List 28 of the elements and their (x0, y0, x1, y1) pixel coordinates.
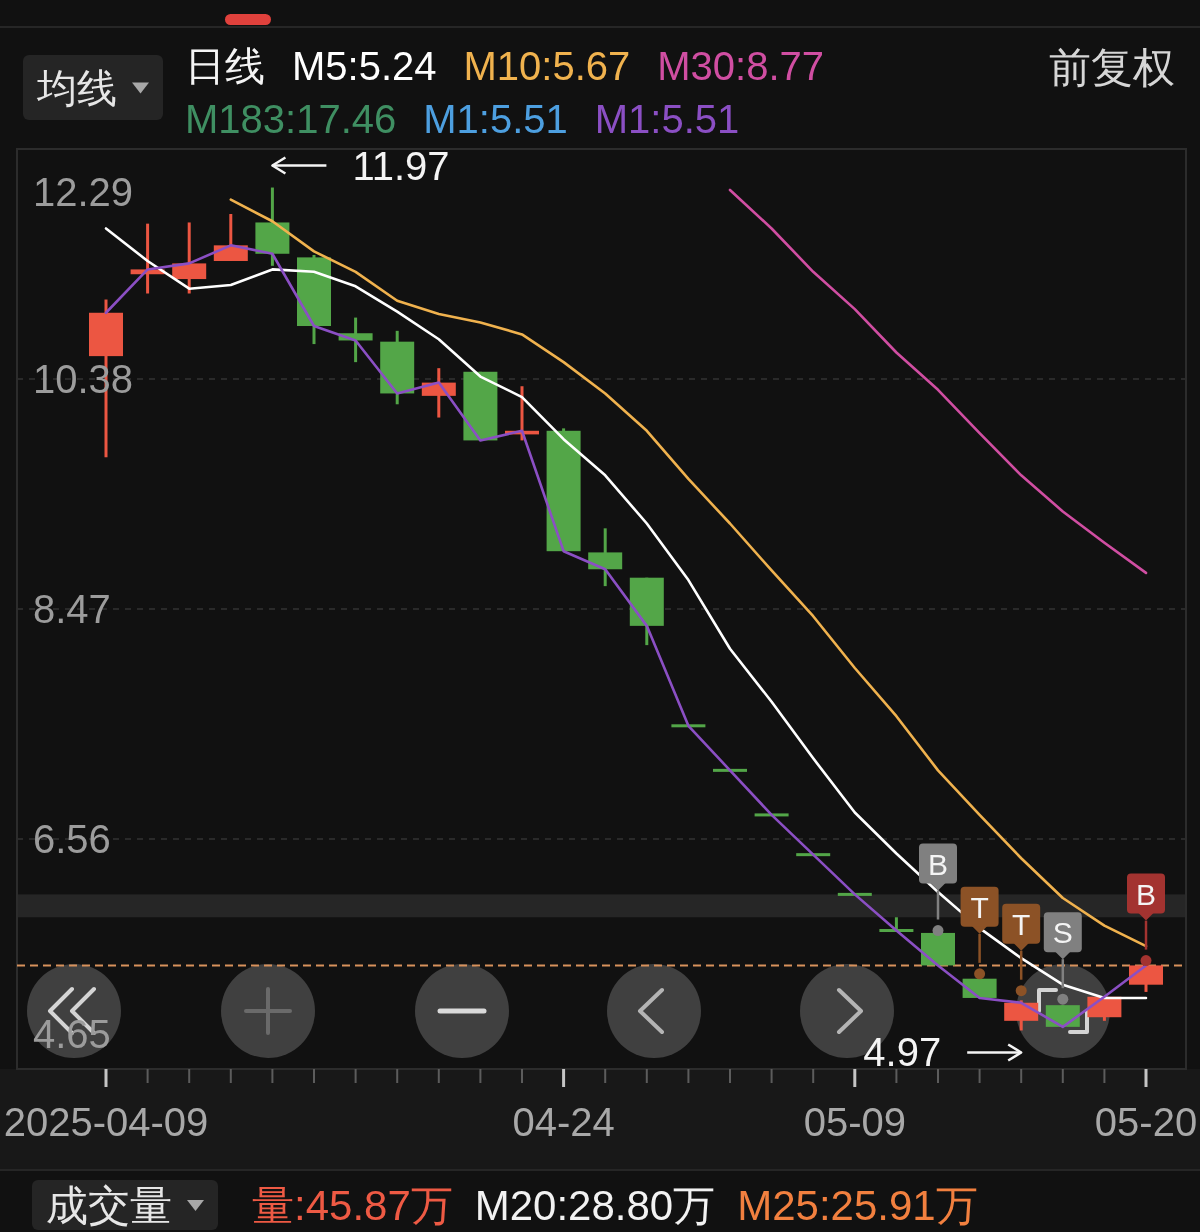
text: M20:28.80万 (474, 1182, 716, 1229)
legend-title: 日线 (185, 44, 265, 88)
text: M5:5.24 (292, 44, 437, 88)
text: M1:5.51 (594, 97, 740, 141)
x-tick-label: 04-24 (512, 1100, 615, 1144)
data-label: B (1135, 877, 1157, 911)
legend-label: M1:5.51 (423, 97, 568, 141)
x-tick-label: 05-20 (1094, 1100, 1198, 1144)
text: M10:5.67 (463, 44, 631, 88)
text: M25:25.91万 (737, 1182, 978, 1229)
data-label: T (970, 890, 989, 924)
text: 成交量 (46, 1182, 172, 1230)
y-tick-label: 6.56 (33, 817, 111, 861)
y-tick-label: 4.65 (33, 1012, 111, 1056)
x-tick-label: 05-09 (803, 1100, 906, 1144)
data-label: B (927, 847, 949, 881)
text: 前复权 (1049, 44, 1175, 91)
y-tick-label: 8.47 (33, 587, 111, 631)
text: 量:45.87万 (252, 1182, 453, 1229)
text: M30:8.77 (657, 44, 825, 88)
y-tick-label: 12.29 (33, 170, 134, 214)
legend-label: M183:17.46 (185, 97, 397, 141)
data-label: S (1052, 916, 1073, 950)
annotation: 4.97 (863, 1030, 942, 1075)
x-tick-label: 2025-04-09 (3, 1100, 209, 1144)
annotation: 11.97 (352, 143, 450, 188)
data-label: T (1012, 907, 1031, 941)
text: 均线 (36, 65, 117, 110)
